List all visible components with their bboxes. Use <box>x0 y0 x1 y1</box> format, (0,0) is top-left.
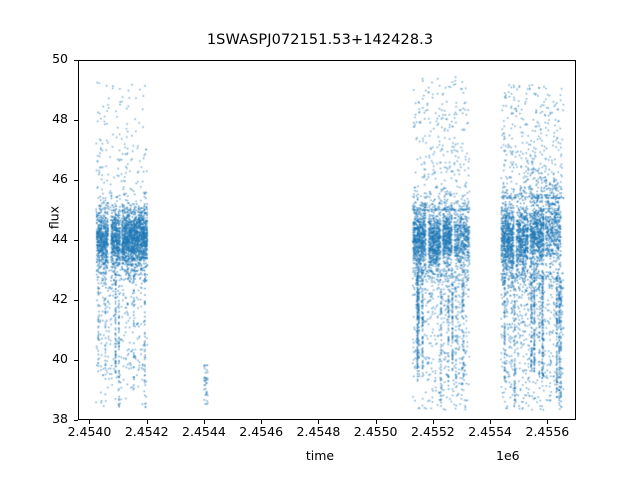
y-tick-mark <box>74 60 78 61</box>
y-tick-label: 42 <box>52 291 68 306</box>
x-tick-mark <box>432 420 434 424</box>
x-tick-label: 2.4548 <box>296 424 341 439</box>
x-tick-label: 2.4546 <box>239 424 284 439</box>
x-tick-mark <box>490 420 492 424</box>
x-tick-mark <box>261 420 263 424</box>
x-tick-label: 2.4542 <box>124 424 169 439</box>
y-tick-label: 50 <box>52 51 68 66</box>
x-tick-label: 2.4552 <box>411 424 455 439</box>
x-tick-mark <box>203 420 205 424</box>
y-tick-label: 38 <box>52 411 68 426</box>
x-tick-label: 2.4554 <box>468 424 512 439</box>
y-tick-mark <box>74 300 78 301</box>
x-tick-label: 2.4540 <box>67 424 112 439</box>
plot-title: 1SWASPJ072151.53+142428.3 <box>206 32 434 48</box>
y-tick-label: 44 <box>52 231 68 246</box>
y-axis-label: flux <box>46 205 62 230</box>
y-tick-label: 46 <box>52 171 68 186</box>
x-tick-label: 2.4556 <box>525 424 570 439</box>
x-tick-label: 2.4550 <box>353 424 398 439</box>
x-tick-mark <box>318 420 320 424</box>
y-tick-label: 40 <box>52 351 68 366</box>
x-tick-mark <box>89 420 91 424</box>
x-tick-label: 2.4544 <box>182 424 226 439</box>
y-tick-mark <box>74 120 78 121</box>
x-tick-mark <box>547 420 549 424</box>
x-axis-label: time <box>305 448 335 463</box>
y-tick-mark <box>74 420 78 421</box>
y-tick-label: 48 <box>52 111 68 126</box>
y-tick-mark <box>74 180 78 181</box>
y-tick-mark <box>74 360 78 361</box>
scatter-plot-canvas <box>79 61 575 419</box>
plot-axes-area <box>78 60 576 420</box>
x-tick-mark <box>375 420 377 424</box>
y-tick-mark <box>74 240 78 241</box>
x-tick-mark <box>146 420 148 424</box>
x-axis-offset-label: 1e6 <box>496 448 520 463</box>
